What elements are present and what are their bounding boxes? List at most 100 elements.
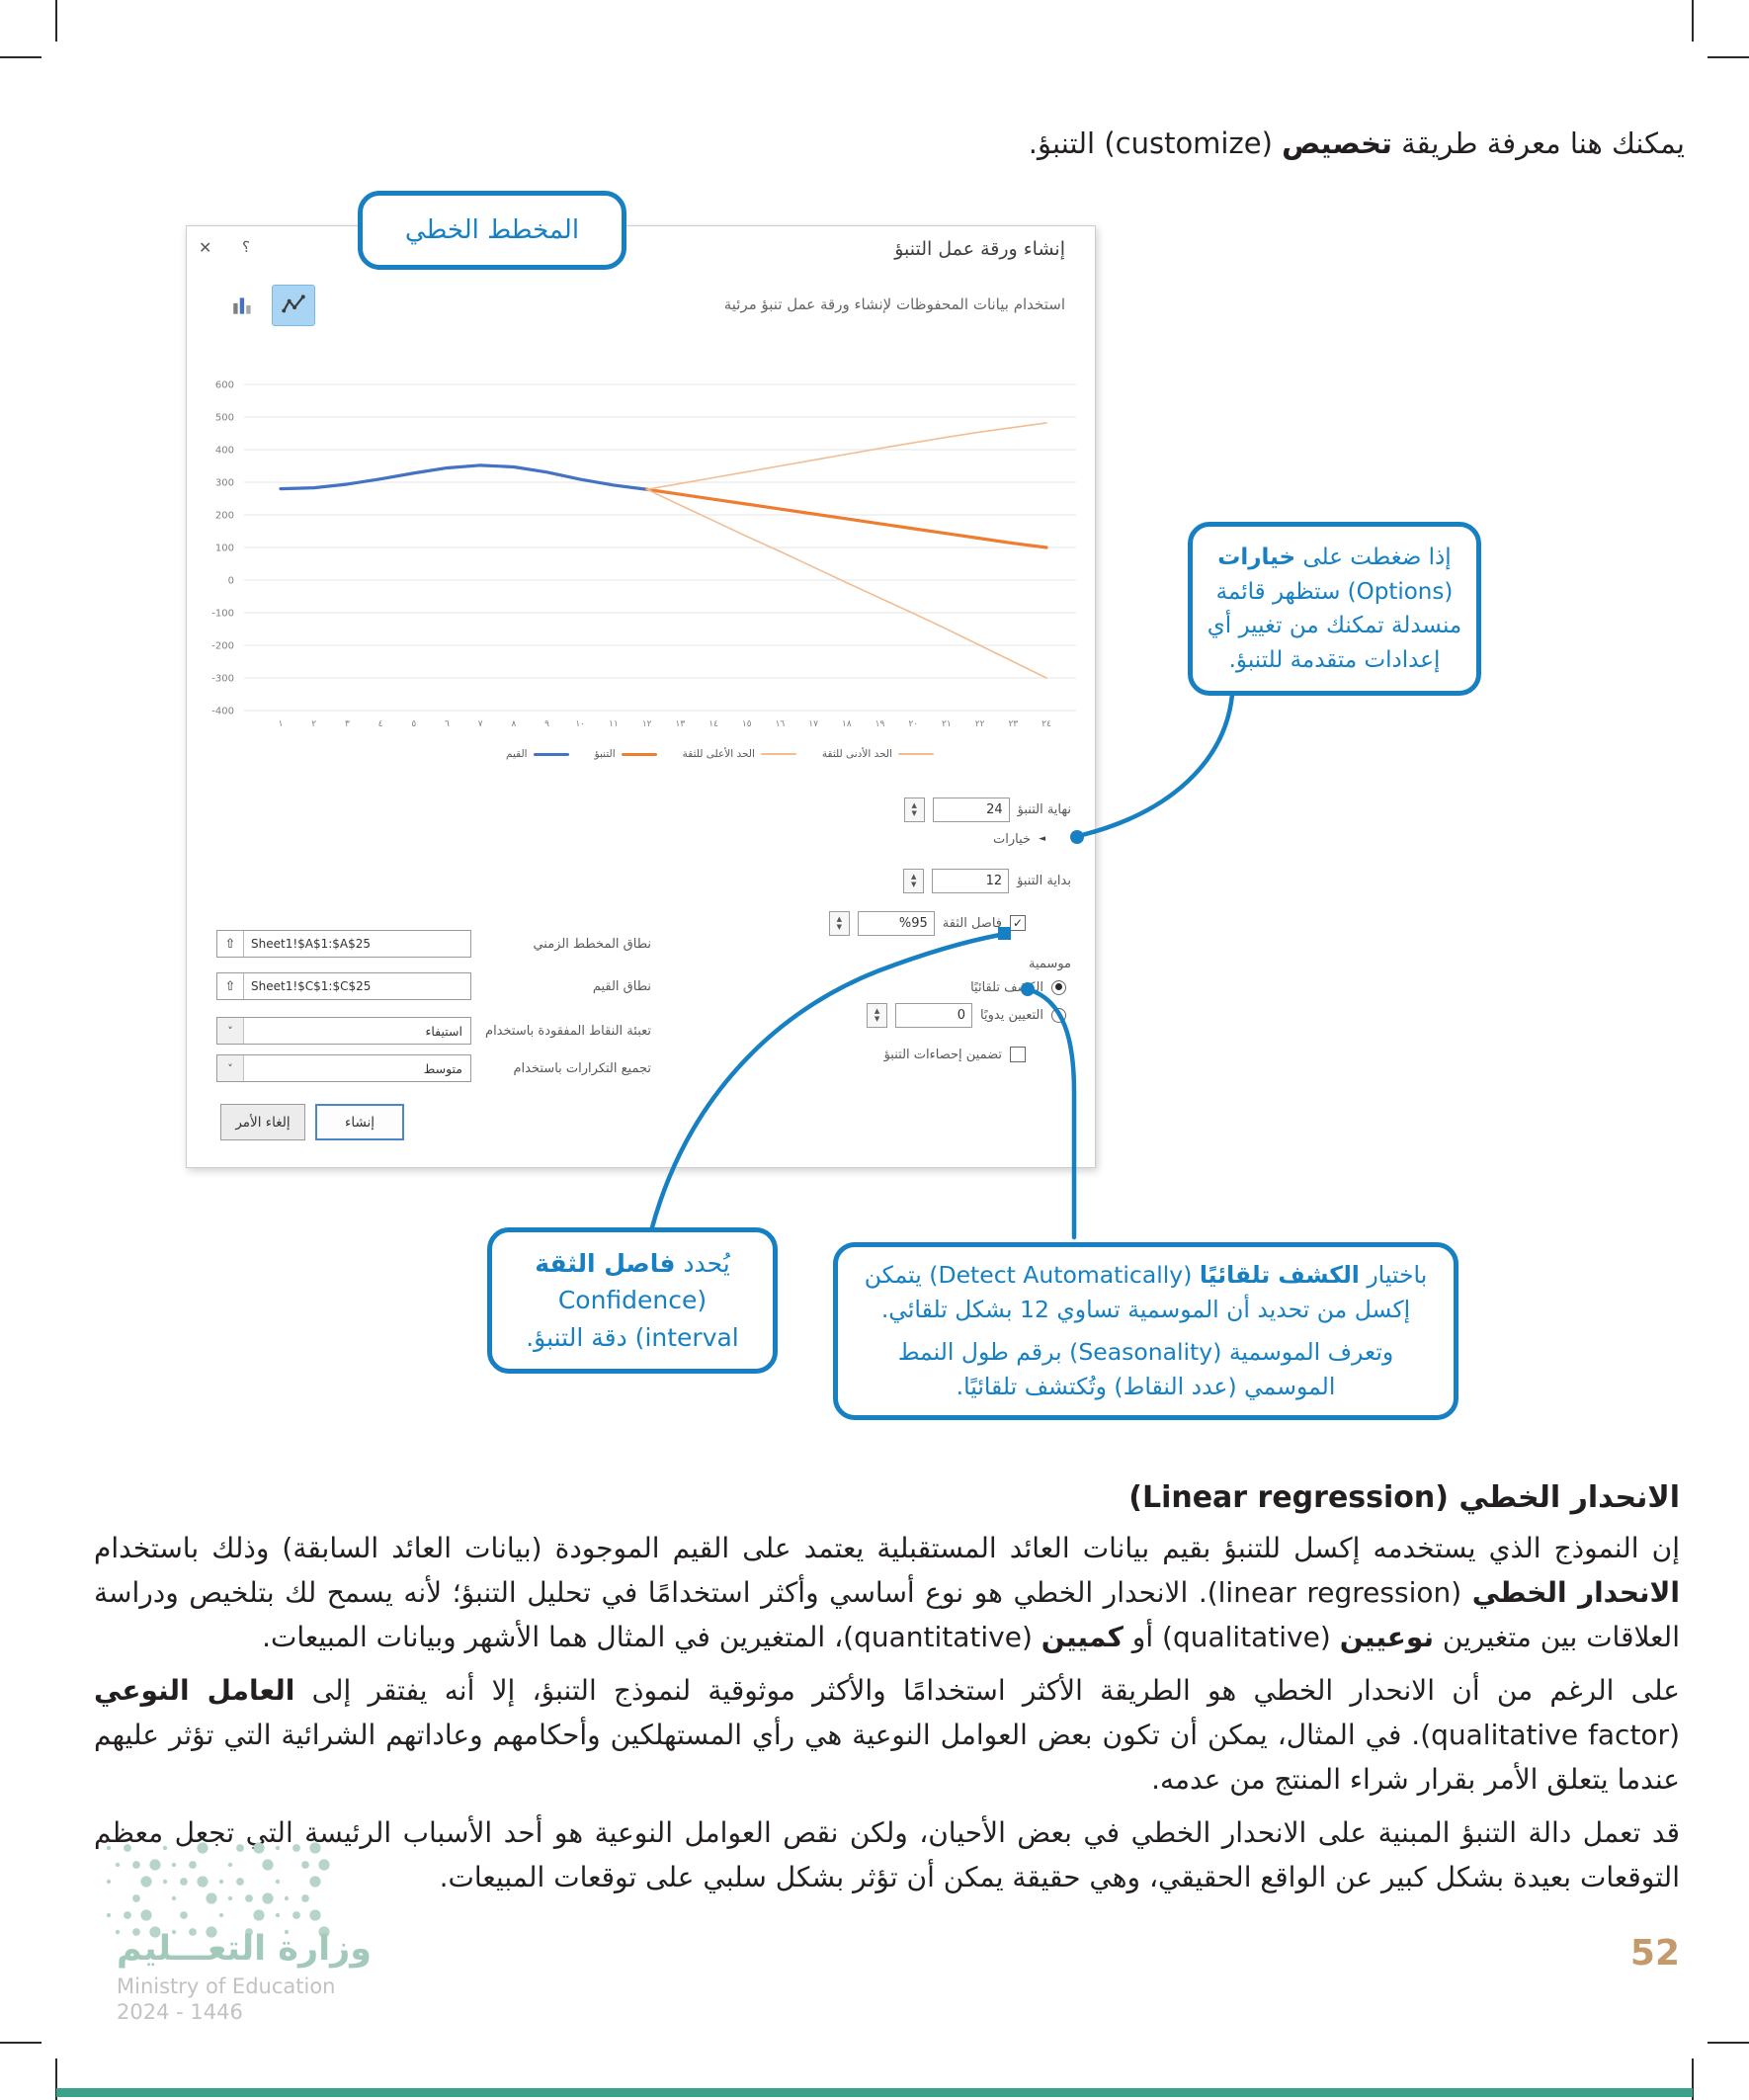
detect-auto-radio[interactable] [1051,979,1066,995]
range-selector-icon[interactable]: ⇧ [217,973,244,999]
spinner-down-icon[interactable]: ▼ [910,881,917,888]
forecast-options: نهاية التنبؤ 24 ▲ ▼ ◄ خيارات بداية التنب… [745,796,1071,1092]
callout-options: إذا ضغطت على خيارات (Options) ستظهر قائم… [1188,522,1481,696]
options-expander-row[interactable]: ◄ خيارات [993,825,1045,853]
svg-text:١٤: ١٤ [708,719,718,729]
svg-text:٢: ٢ [311,719,316,729]
set-manually-label: التعيين يدويًا [980,1007,1043,1023]
svg-text:٢٣: ٢٣ [1008,719,1018,729]
confidence-checkbox[interactable]: ✓ [1010,915,1026,931]
svg-text:-100: -100 [211,609,234,620]
cancel-button[interactable]: إلغاء الأمر [220,1104,305,1140]
range-selector-icon[interactable]: ⇧ [217,931,244,957]
spinner-down-icon[interactable]: ▼ [874,1015,880,1023]
confidence-label: فاصل الثقة [942,915,1002,931]
dropdown-arrow-icon[interactable]: ˅ [217,1018,244,1044]
dialog-title: إنشاء ورقة عمل التنبؤ [894,238,1065,260]
callout-linear-chart: المخطط الخطي [358,191,626,270]
forecast-start-label: بداية التنبؤ [1017,873,1071,888]
set-manually-radio[interactable] [1051,1007,1066,1023]
crop-mark [1692,0,1694,42]
svg-text:١٥: ١٥ [742,719,752,729]
legend-swatch [621,752,657,756]
confidence-input[interactable]: %95 [857,910,935,936]
callout-confidence-text: يُحدد فاصل الثقة (Confidence interval) د… [526,1248,739,1352]
spinner-up-icon[interactable]: ▲ [910,873,917,881]
confidence-row: ✓ فاصل الثقة %95 ▲ ▼ [828,909,1026,937]
svg-text:600: 600 [215,380,234,391]
fill-missing-value: استيفاء [425,1023,463,1039]
legend-item: الحد الأعلى للثقة [683,748,796,760]
options-expander-icon[interactable]: ◄ [1039,834,1045,844]
spinner-up-icon[interactable]: ▲ [874,1007,880,1015]
include-stats-checkbox[interactable] [1010,1047,1026,1062]
values-range-label: نطاق القيم [592,978,651,994]
crop-mark [55,0,57,42]
forecast-end-label: نهاية التنبؤ [1017,801,1071,817]
aggregate-select[interactable]: متوسط ˅ [216,1054,471,1082]
svg-text:١٩: ١٩ [875,719,885,729]
legend-label: القيم [505,748,528,760]
svg-text:١٠: ١٠ [575,719,585,729]
svg-text:٦: ٦ [445,719,450,729]
legend-item: الحد الأدنى للثقة [821,748,935,760]
callout-options-text: إذا ضغطت على خيارات (Options) ستظهر قائم… [1207,545,1462,673]
chart-type-switch [222,285,315,326]
values-range-row: نطاق القيم ⇧ Sheet1!$C$1:$C$25 [216,972,651,1000]
spinner-up-icon[interactable]: ▲ [836,915,842,923]
detect-auto-row: الكشف تلقائيًا [970,973,1066,1001]
legend-label: الحد الأدنى للثقة [821,748,893,760]
spinner-down-icon[interactable]: ▼ [836,923,842,931]
svg-text:١٣: ١٣ [676,719,686,729]
legend-label: الحد الأعلى للثقة [682,748,755,760]
svg-text:٥: ٥ [411,719,416,729]
detect-auto-label: الكشف تلقائيًا [970,979,1043,995]
range-fields: نطاق المخطط الزمني ⇧ Sheet1!$A$1:$A$25 ن… [216,916,651,1094]
crop-mark [0,56,42,58]
callout-detect-automatically: باختيار الكشف تلقائيًا (Detect Automatic… [833,1242,1458,1420]
forecast-start-input[interactable]: 12 [932,868,1010,893]
page-number: 52 [1629,1933,1680,1974]
forecast-end-stepper[interactable]: ▲ ▼ [903,797,925,822]
dialog-subtitle: استخدام بيانات المحفوظات لإنشاء ورقة عمل… [723,295,1065,313]
forecast-end-row: نهاية التنبؤ 24 ▲ ▼ [903,796,1071,823]
svg-text:٣: ٣ [345,719,350,729]
aggregate-value: متوسط [423,1060,462,1076]
set-manually-row: التعيين يدويًا 0 ▲ ▼ [867,1001,1066,1029]
aggregate-row: تجميع التكرارات باستخدام متوسط ˅ [216,1054,651,1082]
spinner-down-icon[interactable]: ▼ [911,809,917,817]
ministry-name-english: Ministry of Education [117,1974,336,1998]
dots-decoration [106,1842,330,1938]
set-manually-input[interactable]: 0 [895,1002,973,1028]
help-icon[interactable]: ؟ [242,238,250,256]
ministry-years: 2024 - 1446 [117,2000,243,2024]
create-button[interactable]: إنشاء [315,1104,404,1140]
timeline-range-input[interactable]: ⇧ Sheet1!$A$1:$A$25 [216,930,471,958]
line-chart-icon[interactable] [272,285,315,326]
crop-mark [55,2058,57,2100]
set-manually-stepper[interactable]: ▲ ▼ [867,1002,888,1028]
callout-confidence-interval: يُحدد فاصل الثقة (Confidence interval) د… [487,1227,778,1374]
forecast-start-row: بداية التنبؤ 12 ▲ ▼ [903,867,1071,894]
forecast-start-stepper[interactable]: ▲ ▼ [903,868,925,893]
seasonality-group: موسمية [1029,950,1071,977]
legend-swatch [533,752,569,756]
column-chart-icon[interactable] [222,286,264,325]
spinner-up-icon[interactable]: ▲ [911,801,917,809]
dropdown-arrow-icon[interactable]: ˅ [217,1055,244,1081]
close-icon[interactable]: ✕ [199,238,212,257]
paragraph: قد تعمل دالة التنبؤ المبنية على الانحدار… [94,1816,1680,1893]
fill-missing-select[interactable]: استيفاء ˅ [216,1017,471,1045]
confidence-stepper[interactable]: ▲ ▼ [828,910,850,936]
options-label[interactable]: خيارات [993,831,1032,847]
chart-legend: القيم التنبؤ الحد الأعلى للثقة الحد الأدنى … [365,748,1075,760]
forecast-end-input[interactable]: 24 [932,797,1010,822]
legend-item: التنبؤ [595,748,657,760]
svg-text:٢٢: ٢٢ [975,719,985,729]
include-stats-row: تضمين إحصاءات التنبؤ [884,1041,1026,1068]
footer-bar [56,2088,1693,2097]
timeline-range-value: Sheet1!$A$1:$A$25 [251,937,372,951]
svg-text:٩: ٩ [544,719,549,729]
svg-text:300: 300 [215,478,234,489]
values-range-input[interactable]: ⇧ Sheet1!$C$1:$C$25 [216,972,471,1000]
